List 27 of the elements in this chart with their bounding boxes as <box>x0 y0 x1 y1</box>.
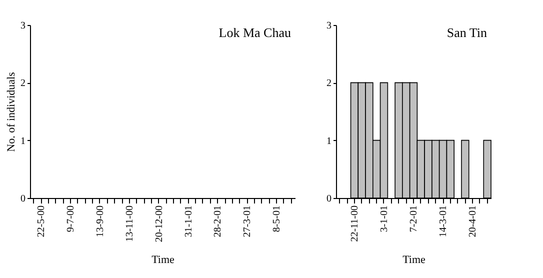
y-tick-label: 2 <box>20 78 26 90</box>
x-tick-label: 28-2-01 <box>212 206 224 238</box>
x-tick-label: 31-1-01 <box>183 206 194 238</box>
x-tick-label: 20-4-01 <box>468 206 479 238</box>
x-tick-label: 22-5-00 <box>36 206 48 238</box>
y-tick-label: 1 <box>326 136 332 147</box>
x-tick-label: 20-12-00 <box>154 206 165 242</box>
y-tick-label: 3 <box>20 20 26 32</box>
x-tick-label: 9-7-00 <box>65 206 76 232</box>
y-tick-label: 1 <box>20 136 26 147</box>
y-tick-label: 3 <box>326 20 332 32</box>
x-tick-label: 13-9-00 <box>94 206 106 238</box>
x-tick-label: 13-11-00 <box>124 206 136 242</box>
y-axis-title: No. of individuals <box>6 72 18 152</box>
chart-title: Lok Ma Chau <box>218 25 292 40</box>
x-axis-title: Time <box>152 254 175 266</box>
y-tick-label: 0 <box>20 194 26 204</box>
x-tick-label: 3-1-01 <box>378 206 390 232</box>
y-tick-label: 0 <box>326 194 332 204</box>
x-tick-label: 7-2-01 <box>408 206 420 232</box>
x-tick-label: 22-11-00 <box>349 206 360 242</box>
x-axis-title: Time <box>402 254 426 266</box>
x-tick-label: 14-3-01 <box>438 206 450 238</box>
chart-title: San Tin <box>446 25 488 40</box>
y-tick-label: 2 <box>326 78 332 90</box>
x-tick-label: 27-3-01 <box>242 206 254 238</box>
x-tick-label: 8-5-01 <box>272 206 283 232</box>
